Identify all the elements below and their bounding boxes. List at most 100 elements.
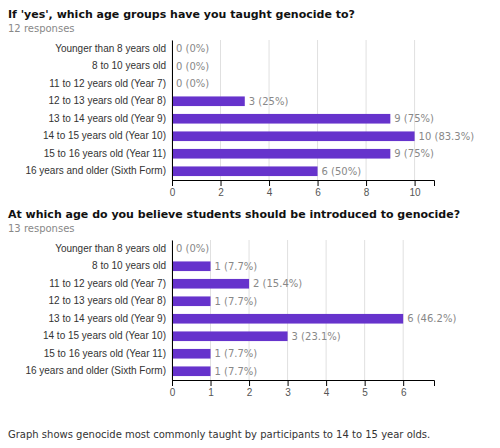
x-tick: 6 (401, 380, 407, 398)
bar (172, 114, 390, 124)
tick-label: 4 (267, 187, 273, 198)
y-tick: 15 to 16 years old (Year 11) (44, 148, 172, 159)
data-labels: 0 (0%)1 (7.7%)2 (15.4%)1 (7.7%)6 (46.2%)… (176, 243, 456, 377)
y-tick: 8 to 10 years old (92, 60, 172, 71)
x-axis: 0 1 2 3 4 5 6 (170, 380, 435, 398)
grid-line (287, 240, 288, 380)
grid-line (364, 240, 365, 380)
data-label: 1 (7.7%) (215, 348, 258, 359)
bars (172, 96, 415, 176)
grid-line (366, 40, 367, 180)
tick-label: 2 (247, 387, 253, 398)
x-tick: 1 (208, 380, 214, 398)
tick-mark (249, 380, 250, 386)
axis-domain (173, 181, 435, 187)
tick-label: 5 (362, 387, 368, 398)
x-tick: 0 (170, 380, 176, 398)
grid-line (220, 40, 221, 180)
grid-line (326, 240, 327, 380)
x-tick: 2 (247, 380, 253, 398)
chart-subtitle: 13 responses (8, 223, 75, 234)
bar (172, 166, 318, 176)
grid (172, 240, 403, 380)
bar (172, 261, 211, 271)
tick-mark (403, 380, 404, 386)
grid-line (269, 40, 270, 180)
tick-label: 2 (218, 187, 224, 198)
tick-label: Younger than 8 years old (55, 43, 166, 54)
x-tick: 2 (218, 180, 224, 198)
tick-label: 11 to 12 years old (Year 7) (49, 278, 166, 289)
bar (172, 331, 288, 341)
tick-label: 14 to 15 years old (Year 10) (43, 330, 166, 341)
y-axis: Younger than 8 years old 8 to 10 years ol… (25, 241, 172, 381)
y-tick: 8 to 10 years old (92, 260, 172, 271)
footnote: Graph shows genocide most commonly taugh… (8, 429, 430, 440)
tick-label: 12 to 13 years old (Year 8) (49, 95, 166, 106)
tick-label: 0 (170, 187, 176, 198)
tick-label: 6 (315, 187, 321, 198)
x-tick: 3 (285, 380, 291, 398)
tick-label: 0 (170, 387, 176, 398)
tick-label: 4 (324, 387, 330, 398)
data-label: 2 (15.4%) (253, 278, 302, 289)
bar (172, 314, 403, 324)
tick-label: 13 to 14 years old (Year 9) (49, 113, 166, 124)
tick-label: 1 (208, 387, 214, 398)
data-label: 9 (75%) (394, 113, 434, 124)
data-label: 1 (7.7%) (215, 296, 258, 307)
plot-area: 0 1 2 3 4 5 6 Younger than 8 years old 8 to 10 y… (25, 240, 456, 398)
grid-line (317, 40, 318, 180)
plot-area: 0 2 4 6 8 10 Younger than 8 years old 8 to 10 y… (25, 40, 474, 198)
bar (172, 366, 211, 376)
y-tick: 11 to 12 years old (Year 7) (49, 278, 172, 289)
grid-line (210, 240, 211, 380)
x-tick: 10 (410, 180, 422, 198)
tick-mark (318, 180, 319, 186)
tick-label: 8 (364, 187, 370, 198)
y-tick: 11 to 12 years old (Year 7) (49, 78, 172, 89)
tick-label: 8 to 10 years old (92, 260, 166, 271)
tick-label: 3 (285, 387, 291, 398)
y-tick: 13 to 14 years old (Year 9) (49, 313, 172, 324)
tick-label: 15 to 16 years old (Year 11) (44, 148, 166, 159)
data-label: 3 (25%) (249, 96, 289, 107)
tick-mark (415, 180, 416, 186)
axis-domain (172, 241, 173, 381)
bar (172, 96, 245, 106)
x-tick: 6 (315, 180, 321, 198)
chart-panel: If 'yes', which age groups have you taug… (8, 8, 474, 198)
tick-label: 15 to 16 years old (Year 11) (44, 348, 166, 359)
tick-mark (326, 380, 327, 386)
grid-line (403, 240, 404, 380)
data-label: 0 (0%) (176, 61, 209, 72)
tick-mark (211, 380, 212, 386)
tick-mark (269, 180, 270, 186)
x-axis: 0 2 4 6 8 10 (170, 180, 435, 198)
tick-label: 8 to 10 years old (92, 60, 166, 71)
bar (172, 149, 390, 159)
bar (172, 349, 211, 359)
tick-label: 16 years and older (Sixth Form) (25, 365, 166, 376)
tick-label: Younger than 8 years old (55, 243, 166, 254)
tick-label: 14 to 15 years old (Year 10) (43, 130, 166, 141)
y-tick: 12 to 13 years old (Year 8) (49, 295, 172, 306)
chart-title: At which age do you believe students sho… (8, 208, 460, 221)
bars (172, 261, 403, 376)
data-label: 6 (46.2%) (407, 313, 456, 324)
tick-mark (172, 180, 173, 186)
chart-title: If 'yes', which age groups have you taug… (8, 8, 355, 21)
grid-line (172, 240, 173, 380)
data-label: 0 (0%) (176, 43, 209, 54)
tick-mark (365, 380, 366, 386)
x-tick: 5 (362, 380, 368, 398)
tick-label: 11 to 12 years old (Year 7) (49, 78, 166, 89)
x-tick: 0 (170, 180, 176, 198)
axis-domain (172, 41, 173, 181)
data-label: 6 (50%) (322, 166, 362, 177)
tick-label: 12 to 13 years old (Year 8) (49, 295, 166, 306)
y-tick: 13 to 14 years old (Year 9) (49, 113, 172, 124)
x-tick: 8 (364, 180, 370, 198)
y-tick: 16 years and older (Sixth Form) (25, 165, 172, 176)
y-tick: 16 years and older (Sixth Form) (25, 365, 172, 376)
